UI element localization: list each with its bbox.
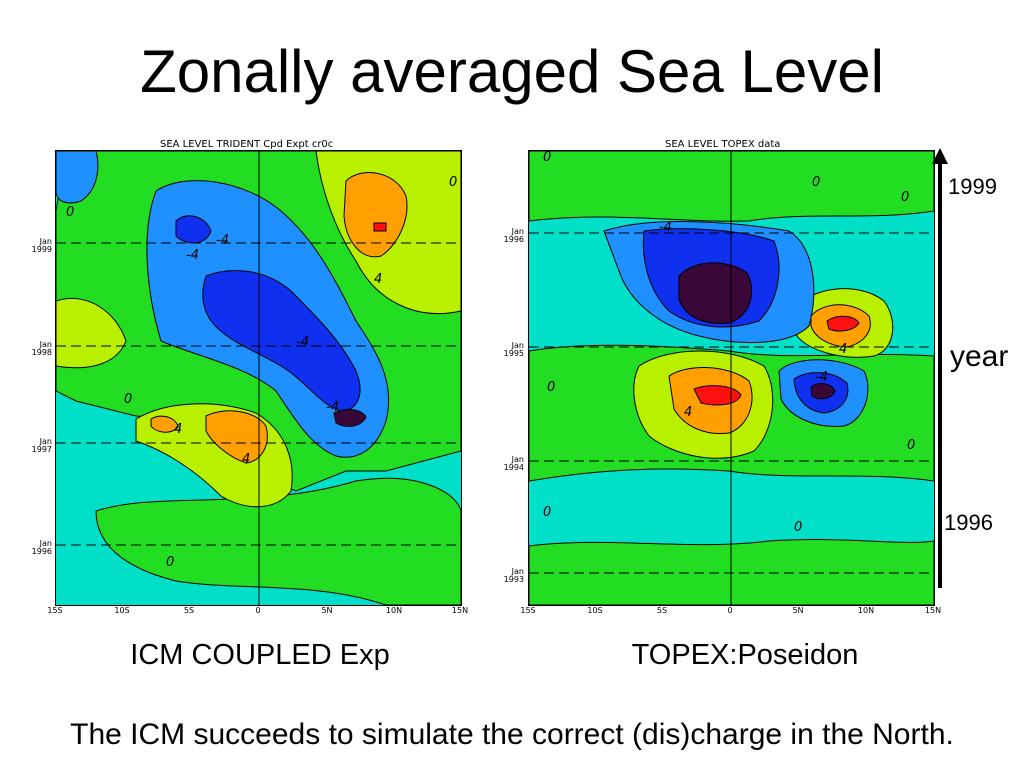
right-y-label: Jan 1994 (503, 455, 524, 472)
left-x-label: 5N (321, 606, 333, 615)
right-darkest-north (678, 262, 753, 325)
left-y-label: Jan 1998 (31, 340, 52, 357)
right-contour-label: 0 (794, 520, 802, 535)
annotation-year-label: year (950, 340, 1009, 373)
left-yellow-green-west (56, 297, 127, 369)
annotation-year-top: 1999 (948, 174, 997, 199)
right-x-label: 10S (587, 606, 603, 615)
left-y-label: Jan 1999 (31, 237, 52, 254)
annotation-year-bottom: 1996 (944, 510, 993, 535)
left-x-label: 0 (255, 606, 261, 615)
arrow-up-icon (932, 148, 948, 164)
left-contour-label: -4 (326, 400, 339, 415)
left-blue-north (175, 215, 212, 244)
left-x-label: 15N (451, 606, 469, 615)
left-contour-label: -4 (296, 335, 309, 350)
right-contour-label: -4 (815, 370, 828, 385)
left-contour-plot: 0 0 0 0 4 4 4 -4 -4 -4 -4 (55, 150, 462, 606)
left-contour-label: -4 (216, 233, 229, 248)
right-panel-heading: SEA LEVEL TOPEX data (665, 139, 781, 150)
right-y-label: Jan 1995 (503, 341, 524, 358)
left-contour-label: 0 (166, 555, 174, 570)
time-arrow-line (938, 160, 942, 588)
right-contour-label: -4 (659, 220, 672, 235)
left-contour-label: -4 (186, 248, 199, 263)
left-contour-label: 0 (66, 205, 74, 220)
slide-footer-text: The ICM succeeds to simulate the correct… (70, 718, 954, 751)
left-x-label: 5S (183, 606, 195, 615)
right-contour-label: 0 (812, 175, 820, 190)
right-y-label: Jan 1996 (503, 227, 524, 244)
left-contour-label: 0 (124, 392, 132, 407)
right-contour-label: 0 (901, 190, 909, 205)
left-contour-label: 4 (374, 272, 382, 287)
left-x-label: 15S (47, 606, 63, 615)
left-panel-heading: SEA LEVEL TRIDENT Cpd Expt cr0c (160, 139, 334, 150)
left-orange-south (205, 410, 268, 464)
right-x-label: 15S (520, 606, 536, 615)
right-x-label: 0 (727, 606, 733, 615)
right-contour-label: 0 (543, 505, 551, 520)
right-y-label: Jan 1993 (503, 567, 524, 584)
left-y-label: Jan 1996 (31, 539, 52, 556)
right-panel-caption: TOPEX:Poseidon (631, 639, 859, 671)
left-contour-label: 4 (242, 452, 250, 467)
left-panel-caption: ICM COUPLED Exp (130, 639, 390, 671)
left-light-blue-nw (56, 151, 99, 204)
left-contour-label: 0 (449, 175, 457, 190)
right-x-label: 15N (924, 606, 942, 615)
left-contour-label: 4 (174, 422, 182, 437)
slide-title: Zonally averaged Sea Level (140, 38, 884, 105)
right-contour-label: 0 (907, 438, 915, 453)
left-y-label: Jan 1997 (31, 437, 52, 454)
left-x-label: 10S (114, 606, 130, 615)
right-x-label: 10N (857, 606, 875, 615)
right-red-center (693, 385, 742, 406)
left-red-north (373, 222, 387, 232)
left-contour-svg: 0 0 0 0 4 4 4 -4 -4 -4 -4 (56, 151, 461, 605)
right-darkest-se (810, 383, 836, 400)
right-contour-label: 0 (547, 380, 555, 395)
left-orange-north (343, 172, 408, 258)
left-x-label: 10N (385, 606, 403, 615)
left-dark-region (333, 409, 367, 427)
right-red-ne (826, 315, 860, 332)
right-x-label: 5S (656, 606, 668, 615)
left-orange-south-small (150, 415, 179, 433)
right-contour-svg: 0 0 0 0 0 0 0 4 4 -4 -4 (529, 151, 934, 605)
right-contour-label: 4 (684, 405, 692, 420)
right-contour-label: 0 (543, 151, 551, 165)
right-contour-label: 4 (839, 342, 847, 357)
right-x-label: 5N (792, 606, 804, 615)
right-contour-plot: 0 0 0 0 0 0 0 4 4 -4 -4 (528, 150, 935, 606)
